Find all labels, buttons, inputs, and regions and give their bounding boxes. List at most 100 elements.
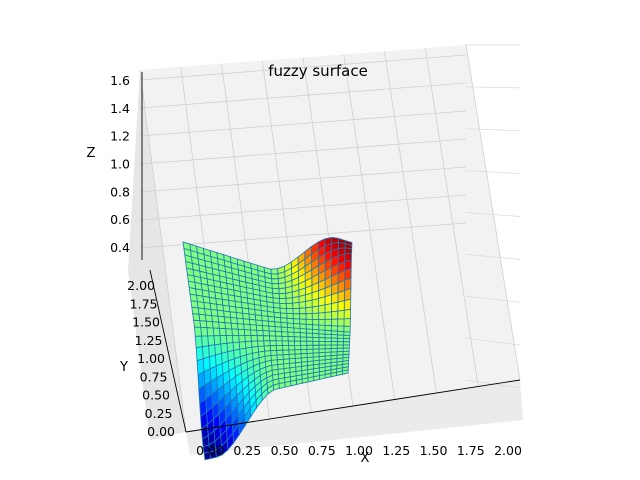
surface-patch: [270, 349, 278, 356]
x-tick-label: 1.00: [345, 443, 373, 458]
y-grid-line: [465, 128, 521, 132]
surface-patch: [242, 318, 251, 326]
surface-patch: [311, 305, 320, 314]
z-grid-line: [139, 82, 467, 109]
x-tick-label: 0.75: [308, 443, 336, 458]
surface-patch: [193, 319, 202, 328]
surface-patch: [318, 374, 326, 380]
z-grid-line: [139, 110, 467, 137]
surface-patch: [337, 290, 345, 303]
surface-patch: [243, 323, 251, 331]
surface-patch: [225, 335, 234, 344]
surface-patch: [306, 340, 314, 346]
surface-patch: [330, 337, 338, 343]
surface-patch: [285, 297, 294, 304]
surface-patch: [330, 301, 339, 313]
surface-patch: [330, 325, 339, 332]
surface-patch: [307, 376, 315, 383]
surface-patch: [305, 306, 313, 315]
surface-patch: [318, 304, 326, 314]
surface-patch: [330, 310, 339, 320]
surface-patch: [250, 335, 259, 342]
y-grid-line: [465, 254, 521, 260]
x-tick-label: 1.25: [382, 443, 410, 458]
z-tick-label: 1.2: [110, 129, 130, 144]
surface-patch: [324, 341, 332, 346]
surface-patch: [270, 268, 279, 275]
surface-patch: [312, 344, 320, 350]
surface-patch: [318, 318, 326, 326]
surface-patch: [292, 307, 300, 315]
surface-patch: [237, 328, 246, 336]
y-grid-line: [465, 337, 521, 346]
y-axis-line: [149, 269, 187, 433]
surface-patch: [343, 338, 351, 343]
surface-patch: [293, 340, 302, 346]
surface-patch: [299, 318, 307, 325]
surface-patch: [288, 344, 296, 351]
surface-patch: [337, 309, 345, 320]
surface-patch: [275, 335, 283, 342]
surface-patch: [318, 340, 326, 346]
surface-patch: [203, 451, 212, 461]
surface-patch: [343, 287, 352, 302]
surface-patch: [285, 308, 294, 315]
x-tick-label: 1.50: [420, 443, 448, 458]
surface-patch: [298, 301, 307, 309]
surface-patch: [278, 382, 286, 389]
surface-patch: [343, 298, 352, 311]
surface-patch: [231, 328, 240, 336]
surface-patch: [278, 287, 287, 295]
surface-patch: [248, 318, 257, 326]
floor-pane: [186, 380, 523, 455]
surface-patch: [219, 335, 228, 345]
surface-patch: [293, 327, 301, 334]
surface-patch: [255, 324, 264, 332]
surface-patch: [292, 302, 300, 310]
surface-patch: [324, 303, 332, 313]
surface-patch: [224, 322, 233, 330]
y-tick-label: 1.50: [132, 315, 160, 330]
y-tick-label: 2.00: [127, 278, 155, 293]
surface-patch: [287, 331, 295, 338]
x-tick-label: 1.75: [457, 443, 485, 458]
surface-patch: [278, 297, 287, 304]
x-grid-line: [384, 51, 437, 394]
surface-patch: [324, 318, 332, 327]
y-axis-label: Y: [119, 360, 128, 375]
surface-patch: [230, 317, 238, 325]
z-grid-line: [139, 222, 467, 249]
surface-patch: [299, 332, 307, 338]
y-grid-line: [465, 212, 521, 217]
surface-patch: [343, 325, 351, 333]
y-tick-label: 0.00: [147, 424, 175, 439]
surface-patch: [337, 300, 345, 312]
z-grid-line: [139, 138, 467, 165]
surface-patch: [301, 377, 309, 384]
surface-patch: [330, 318, 339, 327]
surface-patch: [280, 326, 289, 333]
surface-patch: [285, 302, 294, 310]
surface-patch: [311, 318, 320, 326]
surface-patch: [271, 278, 279, 285]
surface-patch: [305, 323, 313, 330]
x-tick-label: 2.00: [494, 443, 522, 458]
y-tick-label: 0.50: [142, 388, 170, 403]
surface-patch: [271, 283, 280, 290]
surface-patch: [272, 383, 280, 391]
surface-patch: [318, 324, 326, 331]
surface-patch: [191, 306, 200, 315]
surface-patch: [225, 328, 233, 336]
surface-patch: [231, 334, 240, 344]
surface-patch: [318, 333, 326, 339]
surface-patch: [284, 380, 292, 388]
surface-patch: [278, 292, 287, 299]
surface-patch: [217, 315, 226, 324]
x-grid-line: [343, 54, 396, 400]
x-grid-line: [465, 44, 521, 381]
x-tick-label: 0.00: [196, 443, 224, 458]
surface-patch: [290, 379, 297, 387]
surface-patch: [318, 312, 326, 320]
surface-patch: [291, 296, 300, 304]
z-tick-label: 1.0: [110, 157, 130, 172]
